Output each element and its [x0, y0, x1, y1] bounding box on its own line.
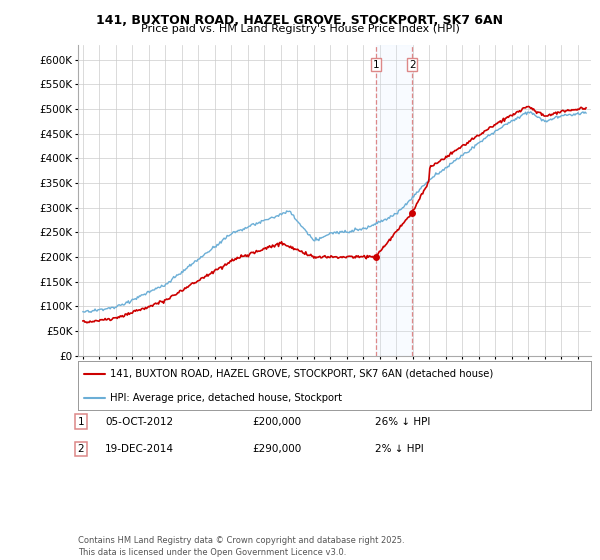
Text: Contains HM Land Registry data © Crown copyright and database right 2025.
This d: Contains HM Land Registry data © Crown c… — [78, 536, 404, 557]
Text: £290,000: £290,000 — [252, 444, 301, 454]
Text: 1: 1 — [373, 59, 379, 69]
Text: £200,000: £200,000 — [252, 417, 301, 427]
Text: 2% ↓ HPI: 2% ↓ HPI — [375, 444, 424, 454]
Text: 19-DEC-2014: 19-DEC-2014 — [105, 444, 174, 454]
Bar — [376, 45, 412, 356]
Text: 05-OCT-2012: 05-OCT-2012 — [105, 417, 173, 427]
Text: 2: 2 — [409, 59, 415, 69]
Text: HPI: Average price, detached house, Stockport: HPI: Average price, detached house, Stoc… — [110, 393, 342, 403]
Text: 141, BUXTON ROAD, HAZEL GROVE, STOCKPORT, SK7 6AN (detached house): 141, BUXTON ROAD, HAZEL GROVE, STOCKPORT… — [110, 369, 493, 379]
Text: 1: 1 — [77, 417, 85, 427]
Text: 2: 2 — [77, 444, 85, 454]
Text: Price paid vs. HM Land Registry's House Price Index (HPI): Price paid vs. HM Land Registry's House … — [140, 24, 460, 34]
Text: 26% ↓ HPI: 26% ↓ HPI — [375, 417, 430, 427]
Text: 141, BUXTON ROAD, HAZEL GROVE, STOCKPORT, SK7 6AN: 141, BUXTON ROAD, HAZEL GROVE, STOCKPORT… — [97, 14, 503, 27]
